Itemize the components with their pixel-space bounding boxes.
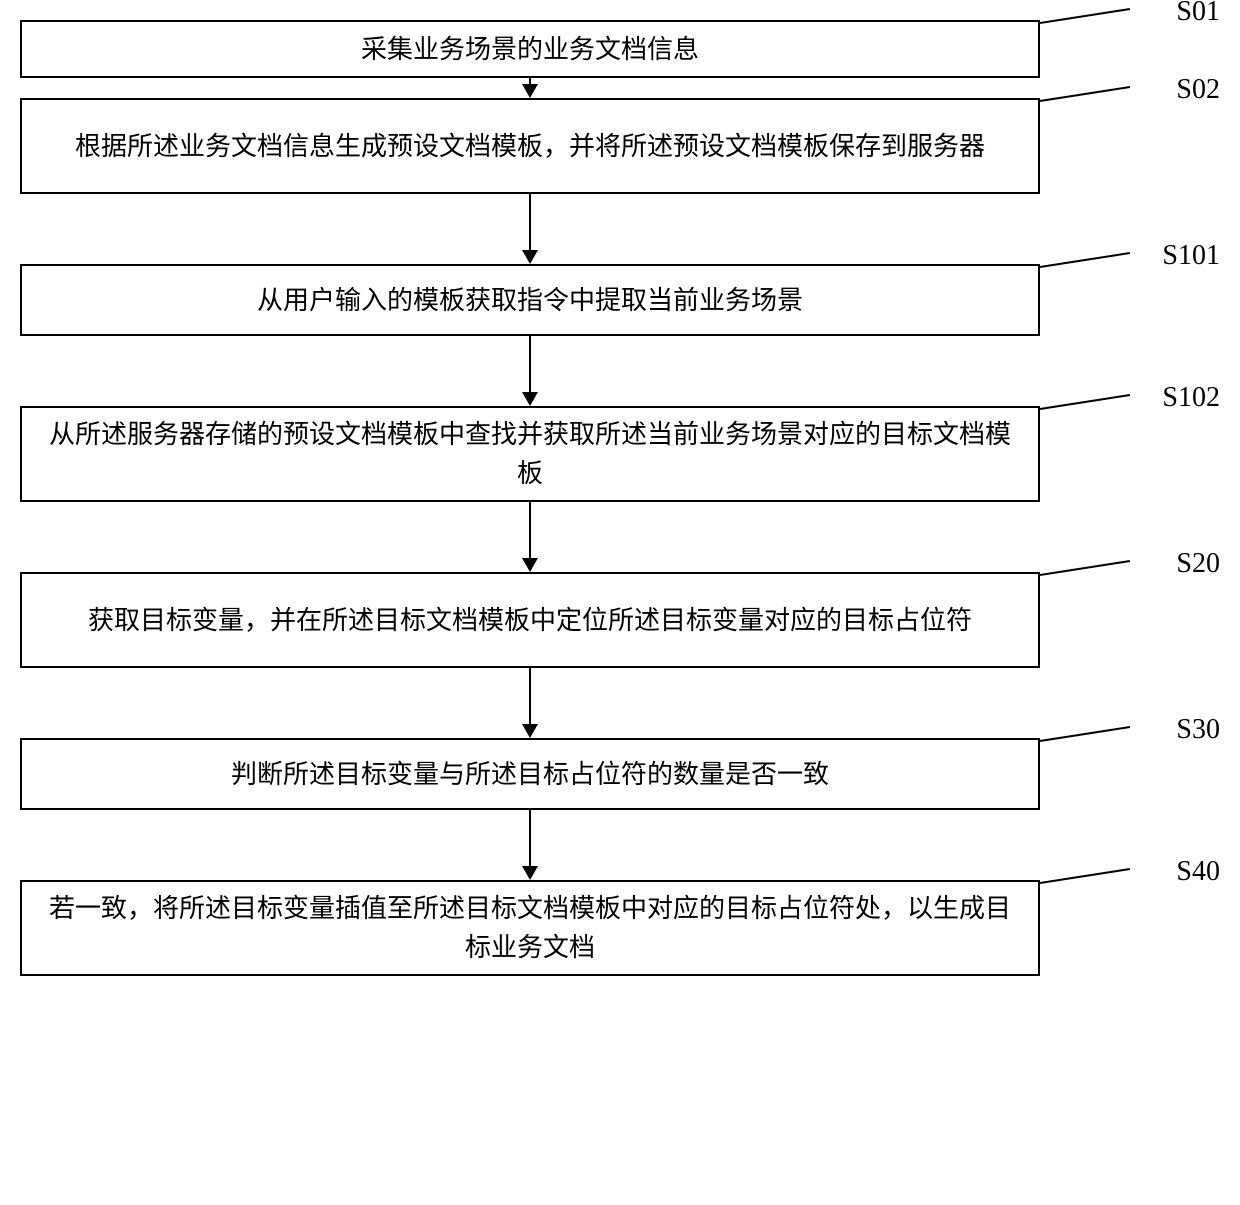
arrow-shaft: [529, 194, 531, 250]
step-row: 根据所述业务文档信息生成预设文档模板，并将所述预设文档模板保存到服务器S02: [20, 98, 1220, 194]
leader-line: [1040, 868, 1130, 884]
arrow-head-icon: [522, 392, 538, 406]
step-label: S20: [1176, 548, 1220, 580]
step-box: 从所述服务器存储的预设文档模板中查找并获取所述当前业务场景对应的目标文档模板: [20, 406, 1040, 502]
step-label: S01: [1176, 0, 1220, 28]
step-label: S40: [1176, 856, 1220, 888]
step-box: 根据所述业务文档信息生成预设文档模板，并将所述预设文档模板保存到服务器: [20, 98, 1040, 194]
arrow-head-icon: [522, 84, 538, 98]
step-label: S102: [1162, 382, 1220, 414]
step-box: 判断所述目标变量与所述目标占位符的数量是否一致: [20, 738, 1040, 810]
step-box: 获取目标变量，并在所述目标文档模板中定位所述目标变量对应的目标占位符: [20, 572, 1040, 668]
arrow-head-icon: [522, 724, 538, 738]
step-box: 从用户输入的模板获取指令中提取当前业务场景: [20, 264, 1040, 336]
arrow-shaft: [529, 336, 531, 392]
arrow-down: [20, 194, 1040, 264]
step-row: 获取目标变量，并在所述目标文档模板中定位所述目标变量对应的目标占位符S20: [20, 572, 1220, 668]
arrow-down: [20, 78, 1040, 98]
leader-line: [1040, 726, 1130, 742]
arrow-shaft: [529, 668, 531, 724]
step-label: S02: [1176, 74, 1220, 106]
leader-line: [1040, 394, 1130, 410]
flowchart-container: 采集业务场景的业务文档信息S01 根据所述业务文档信息生成预设文档模板，并将所述预…: [20, 20, 1220, 976]
step-box: 若一致，将所述目标变量插值至所述目标文档模板中对应的目标占位符处，以生成目标业务…: [20, 880, 1040, 976]
arrow-shaft: [529, 502, 531, 558]
arrow-down: [20, 810, 1040, 880]
arrow-head-icon: [522, 558, 538, 572]
step-box: 采集业务场景的业务文档信息: [20, 20, 1040, 78]
step-label: S30: [1176, 714, 1220, 746]
arrow-down: [20, 668, 1040, 738]
leader-line: [1040, 86, 1130, 102]
arrow-head-icon: [522, 866, 538, 880]
arrow-shaft: [529, 810, 531, 866]
step-row: 从所述服务器存储的预设文档模板中查找并获取所述当前业务场景对应的目标文档模板S1…: [20, 406, 1220, 502]
step-label: S101: [1162, 240, 1220, 272]
step-row: 判断所述目标变量与所述目标占位符的数量是否一致S30: [20, 738, 1220, 810]
arrow-head-icon: [522, 250, 538, 264]
leader-line: [1040, 560, 1130, 576]
leader-line: [1040, 252, 1130, 268]
leader-line: [1040, 8, 1130, 24]
step-row: 若一致，将所述目标变量插值至所述目标文档模板中对应的目标占位符处，以生成目标业务…: [20, 880, 1220, 976]
arrow-down: [20, 502, 1040, 572]
arrow-down: [20, 336, 1040, 406]
step-row: 从用户输入的模板获取指令中提取当前业务场景S101: [20, 264, 1220, 336]
step-row: 采集业务场景的业务文档信息S01: [20, 20, 1220, 78]
